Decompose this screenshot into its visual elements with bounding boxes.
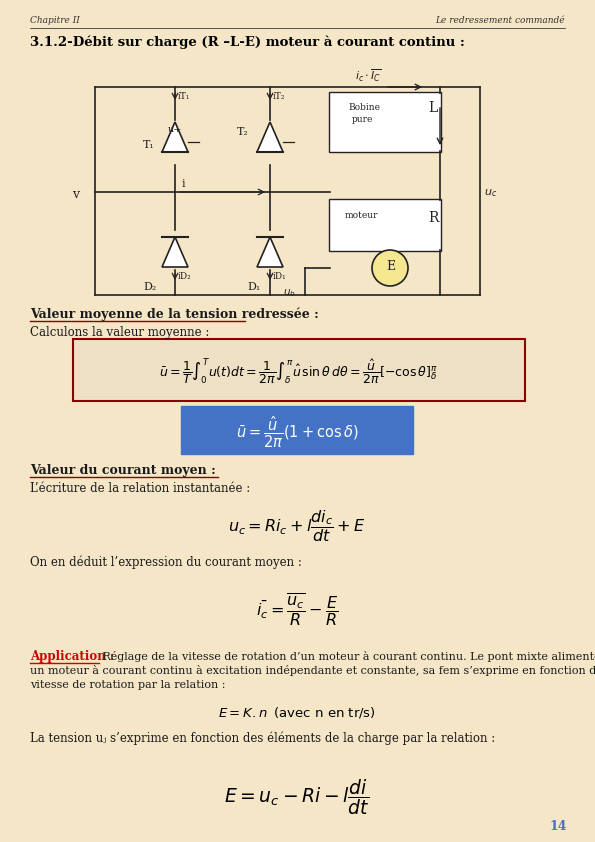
Text: 14: 14 xyxy=(550,820,567,833)
Text: Calculons la valeur moyenne :: Calculons la valeur moyenne : xyxy=(30,326,209,339)
Text: On en déduit l’expression du courant moyen :: On en déduit l’expression du courant moy… xyxy=(30,556,302,569)
Text: $i_c \cdot \overline{I_C}$: $i_c \cdot \overline{I_C}$ xyxy=(355,67,381,84)
Text: Bobine: Bobine xyxy=(348,103,380,112)
Text: Valeur moyenne de la tension redressée :: Valeur moyenne de la tension redressée : xyxy=(30,307,319,321)
Text: Application :: Application : xyxy=(30,650,114,663)
Text: $E = K.n \;\; \text{(avec n en tr/s)}$: $E = K.n \;\; \text{(avec n en tr/s)}$ xyxy=(218,705,376,720)
Text: $u_c$: $u_c$ xyxy=(484,187,497,199)
Text: T₂: T₂ xyxy=(237,127,249,137)
FancyBboxPatch shape xyxy=(329,199,441,251)
Text: v: v xyxy=(72,188,79,201)
FancyBboxPatch shape xyxy=(329,92,441,152)
Text: $\bar{u} = \dfrac{1}{T}\int_0^{T} u(t)dt = \dfrac{1}{2\pi}\int_{\delta}^{\pi} \h: $\bar{u} = \dfrac{1}{T}\int_0^{T} u(t)dt… xyxy=(159,357,439,387)
Text: D₁: D₁ xyxy=(247,282,260,292)
Text: L: L xyxy=(428,101,437,115)
Polygon shape xyxy=(162,122,188,152)
Polygon shape xyxy=(162,237,188,267)
Polygon shape xyxy=(257,237,283,267)
Text: $E = u_c - Ri - l\dfrac{di}{dt}$: $E = u_c - Ri - l\dfrac{di}{dt}$ xyxy=(224,777,370,817)
FancyBboxPatch shape xyxy=(181,406,413,454)
Text: R: R xyxy=(428,211,439,225)
Text: vitesse de rotation par la relation :: vitesse de rotation par la relation : xyxy=(30,680,226,690)
Text: Chapitre II: Chapitre II xyxy=(30,16,80,25)
Text: T₁: T₁ xyxy=(143,140,155,150)
FancyBboxPatch shape xyxy=(73,339,525,401)
Text: pure: pure xyxy=(352,115,374,124)
Text: i: i xyxy=(182,179,186,189)
Text: un moteur à courant continu à excitation indépendante et constante, sa fem s’exp: un moteur à courant continu à excitation… xyxy=(30,665,595,676)
Text: E: E xyxy=(386,260,395,273)
Text: D₂: D₂ xyxy=(143,282,156,292)
Text: $u_c = Ri_c + l\dfrac{di_c}{dt} + E$: $u_c = Ri_c + l\dfrac{di_c}{dt} + E$ xyxy=(228,509,366,544)
Text: moteur: moteur xyxy=(345,211,378,220)
Text: Valeur du courant moyen :: Valeur du courant moyen : xyxy=(30,464,216,477)
Text: Réglage de la vitesse de rotation d’un moteur à courant continu. Le pont mixte a: Réglage de la vitesse de rotation d’un m… xyxy=(99,651,595,662)
Text: $\bar{i_c} = \dfrac{\overline{u_c}}{R} - \dfrac{E}{R}$: $\bar{i_c} = \dfrac{\overline{u_c}}{R} -… xyxy=(256,592,338,628)
Text: u+: u+ xyxy=(168,125,183,134)
Text: $u_b$: $u_b$ xyxy=(283,287,296,299)
Text: iD₂: iD₂ xyxy=(178,272,192,281)
Polygon shape xyxy=(257,122,283,152)
Circle shape xyxy=(372,250,408,286)
Text: iT₁: iT₁ xyxy=(178,92,190,101)
Text: iD₁: iD₁ xyxy=(273,272,287,281)
Text: Le redressement commandé: Le redressement commandé xyxy=(436,16,565,25)
Text: L’écriture de la relation instantanée :: L’écriture de la relation instantanée : xyxy=(30,482,250,495)
Text: iT₂: iT₂ xyxy=(273,92,286,101)
Text: $\bar{u} = \dfrac{\hat{u}}{2\pi}(1+\cos\delta)$: $\bar{u} = \dfrac{\hat{u}}{2\pi}(1+\cos\… xyxy=(236,414,358,450)
Text: 3.1.2-Débit sur charge (R –L-E) moteur à courant continu :: 3.1.2-Débit sur charge (R –L-E) moteur à… xyxy=(30,35,465,49)
Text: La tension uⱼ s’exprime en fonction des éléments de la charge par la relation :: La tension uⱼ s’exprime en fonction des … xyxy=(30,732,495,745)
